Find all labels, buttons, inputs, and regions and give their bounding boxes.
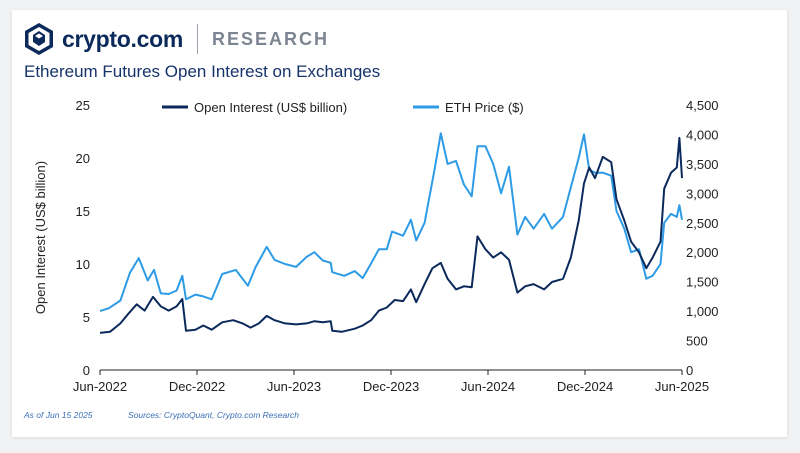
crypto-com-lion-shield-icon [25,23,53,55]
y-right-tick-label: 2,000 [686,245,719,260]
y-right-tick-label: 500 [686,334,708,349]
x-tick-label: Jun-2023 [267,379,321,394]
y-right-tick-label: 2,500 [686,216,719,231]
y-left-tick-label: 10 [76,257,90,272]
chart-series [99,132,683,334]
x-tick-label: Jun-2025 [655,379,709,394]
chart-legend: Open Interest (US$ billion) ETH Price ($) [162,100,524,115]
y-left-tick-label: 20 [76,151,90,166]
y-right-tick-label: 3,000 [686,186,719,201]
as-of-note: As of Jun 15 2025 [24,410,93,420]
x-tick-label: Jun-2024 [461,379,515,394]
y-left-tick-label: 25 [76,98,90,113]
brand-header: crypto.com RESEARCH [24,22,329,56]
x-tick-label: Dec-2024 [557,379,613,394]
y-right-tick-label: 3,500 [686,157,719,172]
eth-price-series-line [99,132,683,313]
y-left-tick-label: 0 [83,363,90,378]
y-right-tick-label: 0 [686,363,693,378]
sources-note: Sources: CryptoQuant, Crypto.com Researc… [128,410,300,420]
open-interest-series-line [99,136,683,334]
legend-label-eth-price: ETH Price ($) [445,100,524,115]
y-right-tick-label: 4,000 [686,127,719,142]
y-right-tick-label: 1,000 [686,304,719,319]
chart-title: Ethereum Futures Open Interest on Exchan… [24,62,381,81]
brand-divider [196,24,198,54]
y-left-tick-label: 15 [76,204,90,219]
x-tick-label: Dec-2023 [363,379,419,394]
y-right-tick-label: 4,500 [686,98,719,113]
y-axis-title: Open Interest (US$ billion) [33,161,48,314]
chart-card [12,10,787,437]
y-right-tick-label: 1,500 [686,275,719,290]
brand-section-label: RESEARCH [211,28,329,49]
brand-name: crypto.com [62,25,183,52]
chart-axes: 0 5 10 15 20 25 0 500 1,000 1,500 2,000 2,500 3,000 3… [33,98,719,394]
legend-label-open-interest: Open Interest (US$ billion) [194,100,347,115]
x-tick-label: Jun-2022 [73,379,127,394]
x-tick-label: Dec-2022 [169,379,225,394]
y-left-tick-label: 5 [83,310,90,325]
